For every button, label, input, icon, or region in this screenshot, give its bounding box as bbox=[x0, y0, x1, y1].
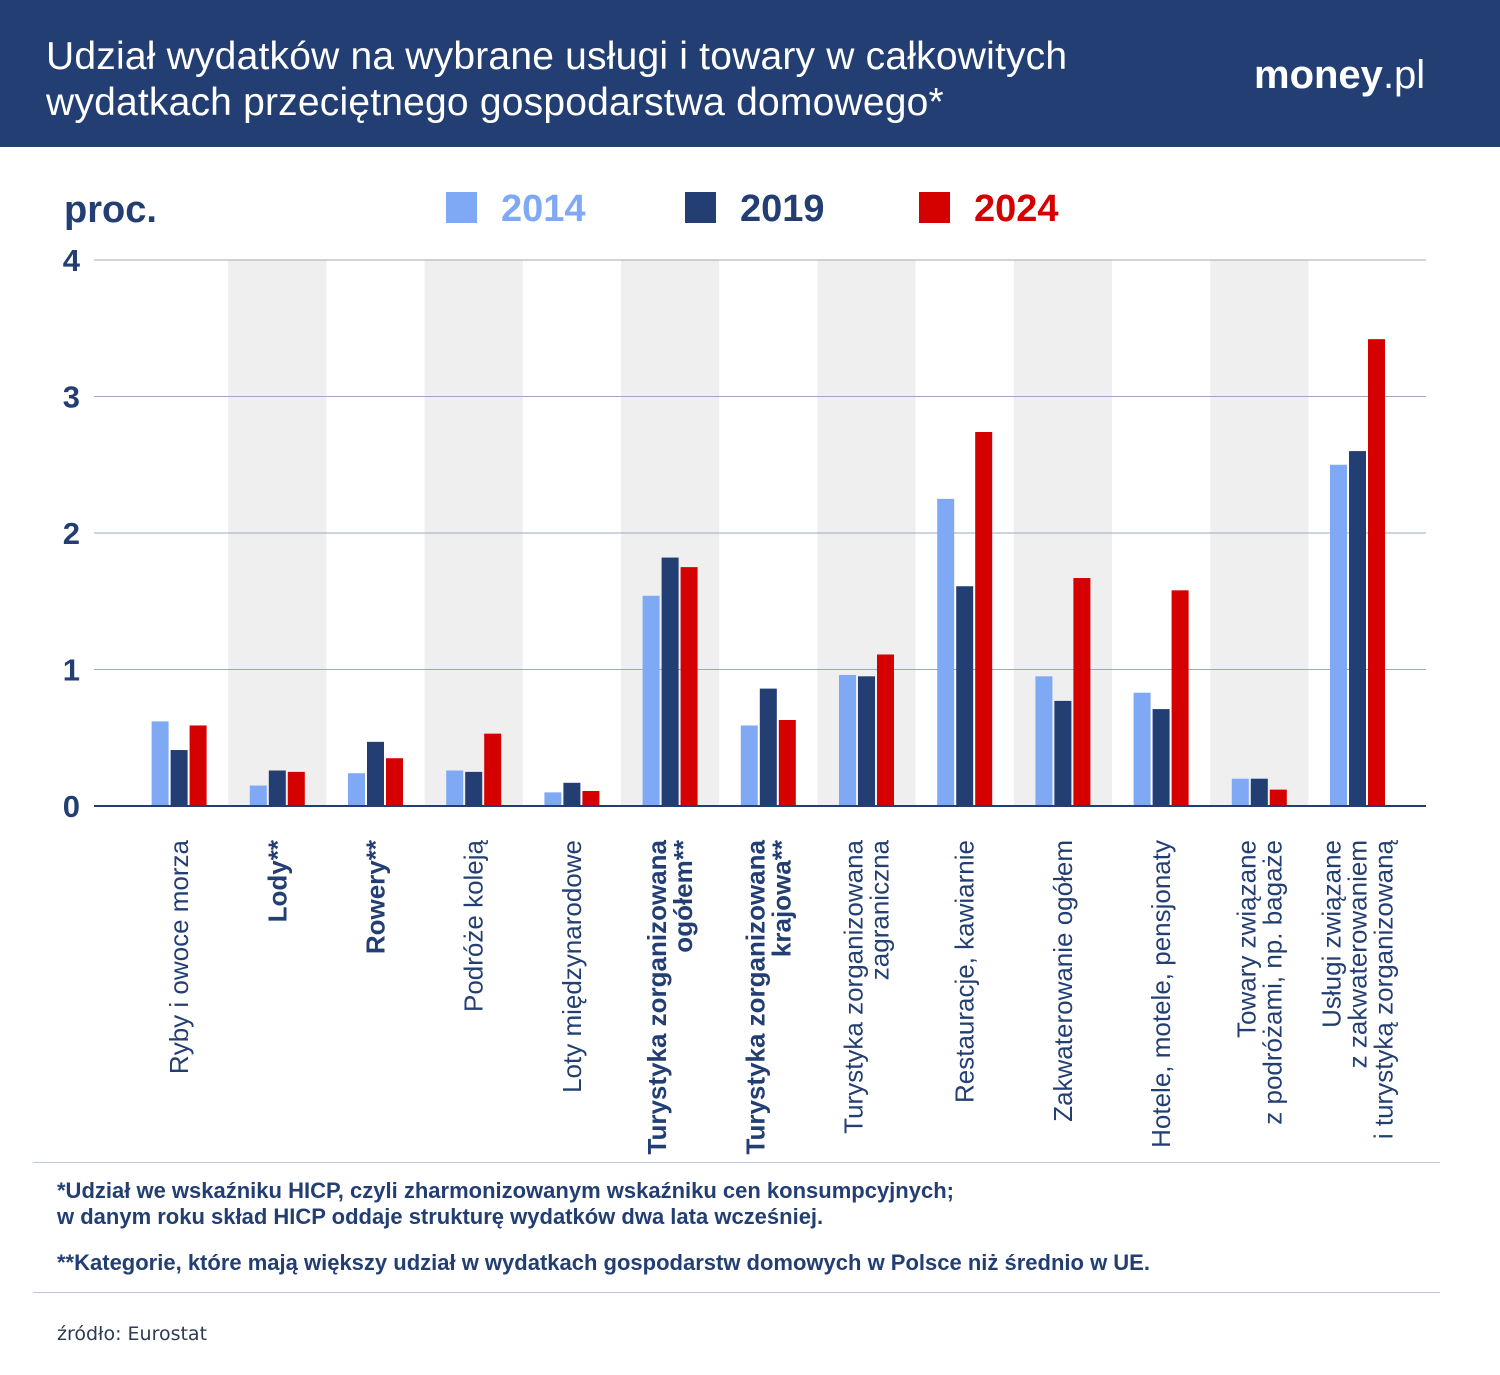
category-label-line: Restauracje, kawiarnie bbox=[950, 840, 980, 1103]
category-label: Podróże koleją bbox=[459, 839, 489, 1012]
bar-2019 bbox=[661, 557, 679, 806]
bar-2024 bbox=[386, 758, 403, 806]
category-label-line: Hotele, motele, pensjonaty bbox=[1146, 840, 1176, 1148]
bar-2014 bbox=[1231, 778, 1249, 806]
category-label-line: Loty międzynarodowe bbox=[557, 840, 587, 1093]
category-label-line: z zakwaterowaniem bbox=[1343, 840, 1373, 1068]
category-label: Hotele, motele, pensjonaty bbox=[1146, 840, 1176, 1148]
bar-2024 bbox=[189, 725, 207, 806]
bar-2024 bbox=[1269, 789, 1287, 806]
category-label: Turystyka zorganizowanakrajowa** bbox=[740, 839, 796, 1154]
bar-2014 bbox=[151, 721, 169, 806]
bar-2024 bbox=[975, 431, 993, 806]
category-label: Towary związanez podróżami, np. bagaże bbox=[1231, 840, 1287, 1125]
bar-2019 bbox=[367, 741, 384, 806]
bar-2019 bbox=[956, 586, 974, 806]
title-line-1: Udział wydatków na wybrane usługi i towa… bbox=[46, 35, 1068, 78]
category-label-line: Lody** bbox=[262, 839, 292, 922]
category-label: Ryby i owoce morza bbox=[164, 839, 194, 1074]
bar-2024 bbox=[1368, 339, 1385, 806]
legend-swatch-2014 bbox=[446, 192, 477, 223]
y-tick-label: 2 bbox=[63, 516, 80, 551]
bar-2014 bbox=[348, 773, 365, 806]
bar-2024 bbox=[778, 720, 796, 806]
y-tick-label: 1 bbox=[63, 653, 80, 688]
header-banner: Udział wydatków na wybrane usługi i towa… bbox=[0, 0, 1500, 147]
chart-title: Udział wydatków na wybrane usługi i towa… bbox=[46, 34, 1216, 126]
category-label-line: Podróże koleją bbox=[459, 839, 489, 1012]
bar-2014 bbox=[740, 725, 758, 806]
legend-swatch-2024 bbox=[919, 192, 950, 223]
category-label-line: Rowery** bbox=[361, 839, 391, 954]
category-label: Restauracje, kawiarnie bbox=[950, 840, 980, 1103]
bar-2014 bbox=[1330, 464, 1347, 806]
bar-2024 bbox=[680, 567, 698, 806]
bar-2019 bbox=[1250, 778, 1268, 806]
bar-2024 bbox=[1171, 590, 1189, 806]
bar-2024 bbox=[582, 790, 600, 806]
y-tick-label: 4 bbox=[63, 243, 81, 278]
divider-bottom bbox=[33, 1292, 1440, 1293]
y-tick-label: 0 bbox=[63, 789, 80, 824]
bar-2019 bbox=[563, 782, 581, 806]
category-label-line: Towary związane bbox=[1231, 840, 1261, 1038]
bar-2014 bbox=[1035, 676, 1053, 806]
category-label: Turystyka zorganizowanazagraniczna bbox=[839, 839, 895, 1133]
bar-2019 bbox=[1054, 700, 1072, 806]
category-label-line: Zakwaterowanie ogółem bbox=[1048, 840, 1078, 1122]
bar-2014 bbox=[642, 595, 660, 806]
footnote-1-line-1: *Udział we wskaźniku HICP, czyli zharmon… bbox=[57, 1178, 954, 1203]
bar-2014 bbox=[544, 792, 562, 806]
category-label-line: Ryby i owoce morza bbox=[164, 839, 194, 1074]
bar-2014 bbox=[937, 498, 955, 806]
bar-2024 bbox=[1073, 578, 1091, 806]
source-label: źródło: Eurostat bbox=[57, 1323, 208, 1345]
legend-label-2019: 2019 bbox=[740, 188, 825, 230]
legend-label-2024: 2024 bbox=[974, 188, 1059, 230]
category-label: Zakwaterowanie ogółem bbox=[1048, 840, 1078, 1122]
category-label: Lody** bbox=[262, 839, 292, 922]
legend-label-2014: 2014 bbox=[501, 188, 586, 230]
category-label-line: krajowa** bbox=[766, 839, 796, 957]
bar-2019 bbox=[1152, 709, 1170, 806]
category-label: Turystyka zorganizowanaogółem** bbox=[642, 839, 698, 1154]
category-label-line: z podróżami, np. bagaże bbox=[1257, 840, 1287, 1125]
bar-2019 bbox=[858, 676, 875, 806]
bar-2019 bbox=[465, 771, 483, 806]
bar-2014 bbox=[839, 674, 856, 806]
y-tick-label: 3 bbox=[63, 380, 80, 415]
bar-2024 bbox=[877, 654, 894, 806]
bar-2014 bbox=[446, 770, 464, 806]
category-label-line: Usługi związane bbox=[1317, 840, 1347, 1028]
divider-top bbox=[33, 1162, 1440, 1163]
footnote-1-line-2: w danym roku skład HICP oddaje strukturę… bbox=[57, 1204, 824, 1229]
bar-2019 bbox=[1349, 451, 1366, 806]
logo-suffix: .pl bbox=[1382, 53, 1426, 97]
title-line-2: wydatkach przeciętnego gospodarstwa domo… bbox=[46, 81, 944, 124]
bar-2024 bbox=[287, 771, 305, 806]
bar-2014 bbox=[1133, 692, 1151, 806]
category-label-line: Turystyka zorganizowana bbox=[740, 839, 770, 1154]
footnotes: *Udział we wskaźniku HICP, czyli zharmon… bbox=[57, 1178, 1437, 1276]
category-label-line: Turystyka zorganizowana bbox=[642, 839, 672, 1154]
bar-2024 bbox=[484, 733, 502, 806]
category-label: Rowery** bbox=[361, 839, 391, 954]
y-axis-label: proc. bbox=[64, 189, 157, 231]
bar-2019 bbox=[268, 770, 286, 806]
bar-2019 bbox=[170, 750, 188, 806]
category-label: Usługi związanez zakwaterowaniemi turyst… bbox=[1317, 839, 1399, 1139]
bar-2014 bbox=[249, 785, 267, 806]
category-label-line: zagraniczna bbox=[865, 839, 895, 980]
bar-chart: 0 1 2 3 4 proc. 2014 2019 2024 Ryby i owoce morza… bbox=[63, 188, 1426, 1155]
legend-swatch-2019 bbox=[685, 192, 716, 223]
category-label-line: i turystyką zorganizowaną bbox=[1369, 839, 1399, 1139]
money-pl-logo: money.pl bbox=[1254, 50, 1425, 100]
category-label-line: Turystyka zorganizowana bbox=[839, 839, 869, 1133]
logo-bold: money bbox=[1254, 53, 1383, 97]
category-label: Loty międzynarodowe bbox=[557, 840, 587, 1093]
category-label-line: ogółem** bbox=[668, 839, 698, 953]
bar-2019 bbox=[759, 688, 777, 806]
footnote-2: **Kategorie, które mają większy udział w… bbox=[57, 1250, 1150, 1275]
